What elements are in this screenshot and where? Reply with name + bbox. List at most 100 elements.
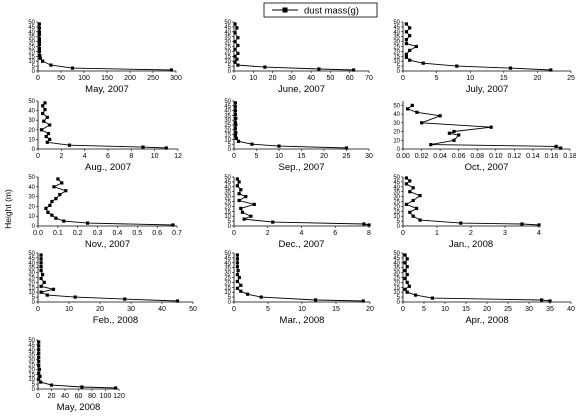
data-point (41, 111, 45, 116)
y-tick-label: 40 (28, 30, 35, 36)
y-tick-label: 15 (393, 54, 400, 60)
x-tick-label: 0.4 (113, 230, 123, 237)
data-point (175, 299, 180, 303)
panel-4: 0 2 4 6 8 10 12 0 10 20 30 40 50 Aug., 2007 (28, 99, 182, 173)
y-tick-label: 40 (224, 261, 231, 267)
y-tick-label: 10 (393, 290, 400, 296)
y-tick-label: 45 (224, 25, 231, 31)
y-tick-label: 20 (224, 280, 231, 286)
data-point (37, 344, 41, 348)
x-tick-label: 0.1 (53, 230, 63, 237)
x-tick-label: 4 (537, 230, 541, 237)
data-point (234, 116, 238, 120)
panel-1: 0 50 100 150 200 250 30005101520253035404550Ma… (28, 20, 182, 95)
x-tick-label: 20 (269, 75, 277, 82)
x-tick-label: 2 (469, 230, 473, 237)
y-tick-label: 15 (224, 133, 231, 139)
y-tick-label: 45 (393, 25, 400, 31)
y-tick-label: 35 (28, 353, 35, 359)
y-tick-label: 0 (228, 147, 232, 153)
data-point (244, 195, 248, 199)
data-point (271, 220, 275, 224)
data-point (455, 64, 459, 68)
y-tick-label: 10 (393, 214, 400, 220)
y-tick-label: 0 (397, 300, 401, 306)
y-tick-label: 50 (393, 175, 400, 181)
panel-title: Mar., 2008 (280, 315, 325, 326)
y-tick-label: 20 (28, 280, 35, 286)
x-tick-label: 40 (158, 306, 166, 313)
y-tick-label: 30 (28, 195, 35, 201)
x-tick-label: 10 (298, 306, 306, 313)
data-point (508, 66, 513, 70)
y-tick-label: 50 (224, 251, 231, 257)
x-tick-label: 0.16 (545, 153, 559, 160)
data-point (41, 104, 45, 108)
data-point (164, 146, 168, 150)
data-point (410, 103, 414, 107)
series-line (40, 102, 167, 149)
y-tick-label: 40 (28, 185, 35, 191)
data-point (39, 261, 43, 265)
data-point (235, 184, 239, 188)
data-point (233, 134, 237, 138)
data-point (235, 261, 239, 265)
data-point (403, 261, 407, 265)
x-tick-label: 20 (483, 306, 491, 313)
data-point (60, 181, 64, 185)
panel-title: Aug., 2007 (85, 162, 131, 173)
x-tick-label: 10 (275, 153, 283, 160)
data-point (404, 42, 408, 46)
data-point (37, 33, 41, 37)
data-point (404, 22, 408, 26)
data-point (37, 40, 41, 44)
x-tick-label: 0.5 (132, 230, 142, 237)
data-point (37, 371, 41, 375)
y-tick-label: 35 (224, 190, 231, 196)
panel-6: 0.00 0.02 0.04 0.06 0.08 0.10 0.12 0.14 0.16 0.18… (393, 101, 576, 173)
x-tick-label: 30 (127, 306, 135, 313)
data-point (48, 137, 52, 141)
data-point (405, 257, 409, 261)
x-tick-label: 150 (101, 75, 113, 82)
x-tick-label: 0 (36, 393, 40, 400)
data-point (37, 26, 41, 30)
data-point (352, 68, 356, 72)
x-tick-label: 10 (249, 75, 257, 82)
data-point (408, 210, 412, 214)
data-point (540, 298, 544, 302)
x-tick-label: 0.7 (172, 230, 182, 237)
x-tick-label: 60 (346, 75, 354, 82)
data-point (236, 43, 240, 48)
x-tick-label: 60 (75, 393, 83, 400)
data-point (123, 297, 127, 301)
data-point (405, 273, 409, 277)
y-tick-label: 0 (228, 69, 232, 75)
y-tick-label: 45 (28, 25, 35, 31)
y-tick-label: 25 (393, 45, 400, 51)
y-tick-label: 45 (224, 104, 231, 110)
x-tick-label: 0.06 (452, 153, 466, 160)
data-point (411, 214, 415, 218)
x-tick-label: 0.00 (396, 153, 410, 160)
data-point (235, 257, 239, 261)
data-point (246, 292, 250, 296)
y-tick-label: 15 (224, 285, 231, 291)
data-point (314, 298, 318, 302)
series-line (45, 178, 174, 226)
x-tick-label: 80 (88, 393, 96, 400)
data-point (447, 131, 451, 135)
y-tick-label: 50 (28, 175, 35, 181)
y-tick-label: 5 (228, 142, 232, 148)
x-tick-label: 20 (48, 393, 56, 400)
data-point (49, 383, 54, 387)
data-point (403, 269, 407, 273)
x-tick-label: 4 (300, 230, 304, 237)
x-tick-label: 15 (500, 75, 508, 82)
y-tick-label: 30 (224, 118, 231, 124)
data-point (39, 253, 43, 257)
y-tick-label: 15 (28, 54, 35, 60)
x-tick-label: 5 (422, 306, 426, 313)
data-point (37, 49, 41, 53)
